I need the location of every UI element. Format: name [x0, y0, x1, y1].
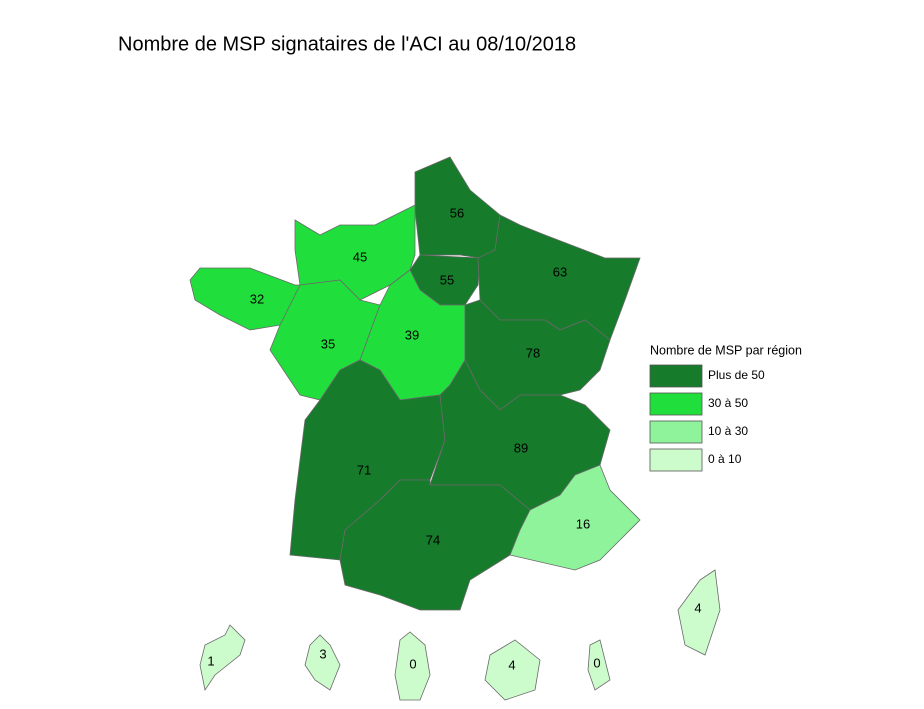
region	[677, 569, 721, 656]
legend-title: Nombre de MSP par région	[650, 343, 802, 357]
region-label: 4	[508, 657, 515, 672]
legend-label: Plus de 50	[708, 368, 765, 382]
region	[394, 631, 431, 701]
region-label: 56	[450, 205, 464, 220]
map-title: Nombre de MSP signataires de l'ACI au 08…	[118, 33, 576, 55]
legend-swatch	[649, 420, 703, 444]
region-label: 78	[526, 345, 540, 360]
legend-swatch	[649, 392, 703, 416]
region-label: 55	[440, 272, 454, 287]
region-label: 71	[357, 462, 371, 477]
region	[587, 639, 611, 691]
region-label: 4	[694, 600, 701, 615]
region	[304, 634, 341, 691]
legend-label: 10 à 30	[708, 424, 748, 438]
region-label: 74	[426, 532, 440, 547]
region-label: 45	[353, 249, 367, 264]
region-label: 32	[250, 291, 264, 306]
region	[484, 639, 541, 701]
region-label: 35	[321, 336, 335, 351]
region-label: 0	[593, 655, 600, 670]
region-label: 39	[405, 327, 419, 342]
legend-label: 30 à 50	[708, 396, 748, 410]
region-label: 0	[409, 656, 416, 671]
region	[199, 624, 246, 692]
legend-swatch	[649, 364, 703, 388]
legend-swatch	[649, 448, 703, 472]
region-label: 16	[576, 516, 590, 531]
region-label: 3	[319, 646, 326, 661]
region-label: 63	[553, 264, 567, 279]
legend-label: 0 à 10	[708, 452, 742, 466]
region-label: 89	[514, 440, 528, 455]
region	[509, 464, 641, 571]
region-label: 1	[207, 653, 214, 668]
